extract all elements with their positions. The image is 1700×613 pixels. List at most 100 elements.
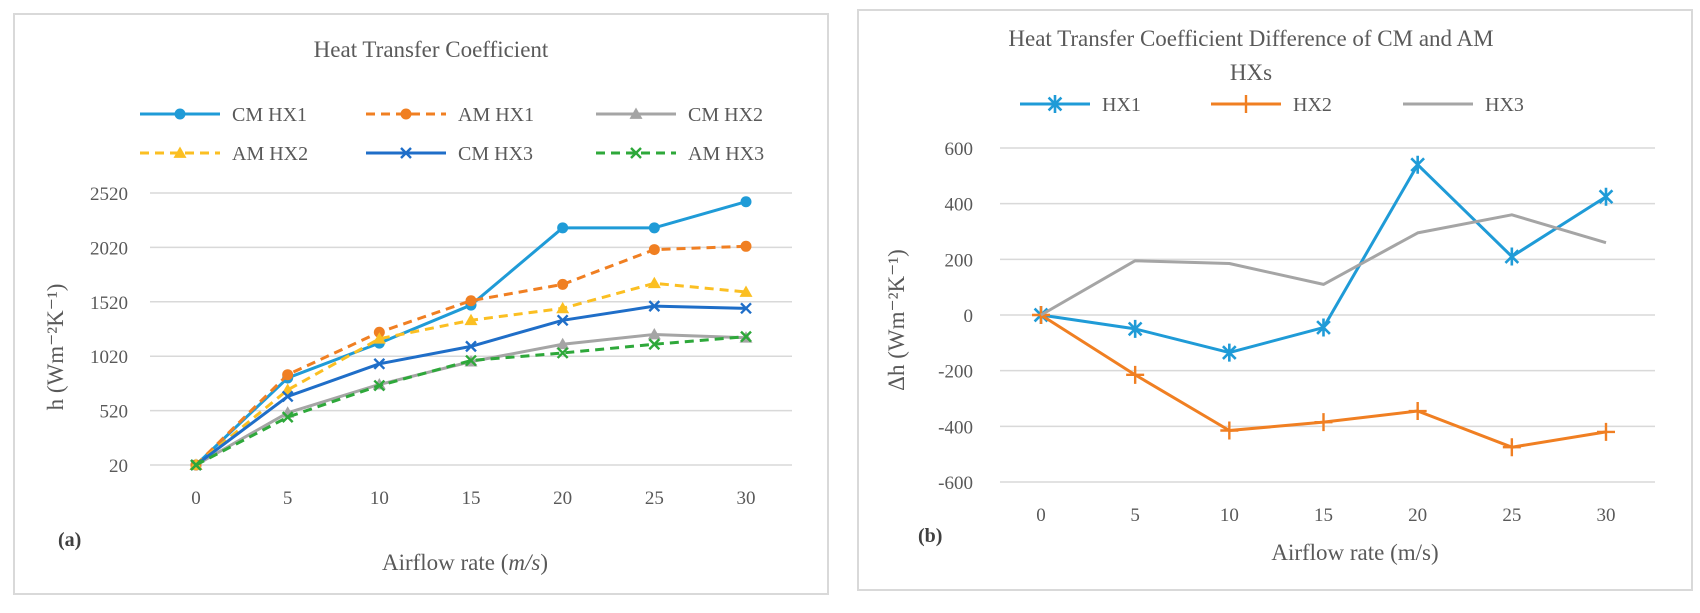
- chart-b-legend-marker: [1237, 95, 1255, 113]
- chart-a-data-point: [739, 285, 753, 297]
- chart-b-data-point: [1597, 422, 1615, 441]
- chart-b-legend-marker: [1047, 95, 1063, 113]
- chart-a-data-point: [281, 390, 294, 403]
- chart-a-legend-item: CM HX3: [366, 143, 533, 165]
- chart-b-ytick-label: 0: [964, 306, 974, 327]
- chart-b-ytick-label: -600: [938, 473, 973, 494]
- chart-b-legend-label: HX1: [1102, 94, 1141, 116]
- chart-b-series-hx1: [1033, 155, 1614, 362]
- chart-b-xtick-label: 30: [1597, 505, 1616, 526]
- panel-b-frame: [857, 9, 1693, 591]
- chart-a-data-point: [648, 222, 660, 234]
- chart-a-data-point: [556, 347, 569, 359]
- chart-a-data-point: [556, 337, 570, 350]
- chart-a-legend-item: AM HX3: [596, 143, 764, 165]
- panel-b-label: (b): [918, 525, 942, 547]
- chart-b-data-point: [1127, 319, 1143, 338]
- chart-b-series-line: [1040, 213, 1607, 317]
- chart-a-xtick-label: 20: [553, 488, 572, 509]
- chart-a-ytick-label: 2020: [90, 238, 128, 259]
- chart-a-data-point: [648, 338, 661, 351]
- chart-a-legend-label: AM HX3: [688, 143, 764, 165]
- chart-b-xtick-label: 20: [1408, 505, 1427, 526]
- chart-b-legend-item: HX2: [1211, 94, 1332, 116]
- chart-a-xtick-label: 5: [283, 488, 293, 509]
- chart-a-legend-label: CM HX1: [232, 104, 307, 126]
- chart-a-legend-label: AM HX2: [232, 143, 308, 165]
- chart-a-data-point: [557, 278, 569, 290]
- chart-b-data-point: [1314, 413, 1333, 432]
- chart-a-series-am-hx3: [190, 330, 752, 471]
- chart-a-legend-label: AM HX1: [458, 104, 534, 126]
- chart-a-data-point: [464, 313, 478, 326]
- chart-b-legend-item: HX3: [1403, 94, 1524, 116]
- chart-b-xtick-label: 25: [1502, 505, 1521, 526]
- chart-b-legend-label: HX3: [1485, 94, 1524, 116]
- chart-a-data-point: [648, 244, 660, 256]
- chart-a-data-point: [647, 327, 661, 340]
- chart-b-series-hx3: [1040, 213, 1607, 317]
- chart-a-data-point: [556, 314, 569, 327]
- chart-a-legend-item: CM HX2: [596, 104, 763, 126]
- chart-b-ytick-label: -200: [938, 362, 973, 383]
- chart-b-data-point: [1220, 421, 1239, 440]
- chart-a-legend-item: AM HX2: [140, 143, 308, 165]
- chart-b-xtick-label: 0: [1036, 505, 1046, 526]
- chart-a-legend-marker: [630, 147, 642, 159]
- chart-a-data-point: [372, 332, 386, 344]
- chart-b-data-point: [1316, 318, 1331, 337]
- chart-a-xlabel: Airflow rate (m/s): [382, 550, 548, 575]
- chart-a-ytick-label: 1020: [90, 347, 128, 368]
- chart-a-xtick-label: 0: [191, 488, 201, 509]
- chart-a-xtick-label: 15: [462, 488, 481, 509]
- chart-a-data-point: [282, 369, 294, 381]
- panel-a-frame: [13, 13, 829, 595]
- chart-b-data-point: [1502, 438, 1521, 457]
- chart-a-data-point: [740, 302, 752, 315]
- chart-a-legend-marker: [400, 147, 412, 159]
- chart-b-xtick-label: 10: [1220, 505, 1239, 526]
- chart-a-data-point: [465, 295, 477, 307]
- chart-a-legend-item: AM HX1: [366, 104, 534, 126]
- chart-a-xlabel-unit: m/s: [508, 550, 540, 575]
- chart-a-ytick-label: 520: [100, 402, 129, 423]
- chart-a-data-point: [740, 330, 752, 343]
- chart-b-data-point: [1598, 187, 1614, 206]
- chart-b-title-line2: HXs: [1230, 60, 1272, 85]
- chart-a-ylabel: h (Wm⁻²K⁻¹): [43, 284, 68, 411]
- chart-b-title-line1: Heat Transfer Coefficient Difference of …: [1008, 26, 1493, 51]
- chart-a-data-point: [373, 379, 386, 392]
- chart-b-ytick-label: 200: [945, 250, 974, 271]
- chart-b-legend-item: HX1: [1020, 94, 1141, 116]
- chart-a-legend-item: CM HX1: [140, 104, 307, 126]
- chart-b-data-point: [1408, 402, 1427, 421]
- chart-a-data-point: [190, 459, 202, 471]
- chart-b-ytick-label: 400: [945, 195, 974, 216]
- chart-a-series-am-hx1: [190, 240, 752, 471]
- chart-b-data-point: [1222, 343, 1237, 362]
- chart-a-ytick-label: 2520: [90, 184, 128, 205]
- chart-b-ytick-label: -400: [938, 417, 973, 438]
- chart-a-legend-marker: [400, 108, 412, 120]
- chart-b-plot: -600 -400 -200 0 200 400 600 0 5 10 15 20 25 30 HX1 HX2…: [938, 94, 1655, 526]
- chart-b-data-point: [1410, 155, 1425, 174]
- chart-a-legend-marker: [174, 108, 186, 120]
- chart-a-ytick-label: 1520: [90, 293, 128, 314]
- chart-a-data-point: [373, 326, 385, 338]
- chart-a-title: Heat Transfer Coefficient: [314, 37, 549, 62]
- chart-b-ylabel: Δh (Wm⁻²K⁻¹): [884, 249, 909, 391]
- chart-a-legend-marker: [629, 107, 643, 119]
- chart-a-xlabel-suffix: ): [540, 550, 548, 575]
- chart-a-xtick-label: 10: [370, 488, 389, 509]
- chart-a-data-point: [281, 411, 294, 423]
- chart-a-data-point: [740, 240, 752, 252]
- chart-a-data-point: [647, 276, 661, 289]
- chart-b-legend-label: HX2: [1293, 94, 1332, 116]
- chart-a-xlabel-prefix: Airflow rate (: [382, 550, 508, 575]
- chart-a-xtick-label: 30: [737, 488, 756, 509]
- chart-b-xlabel: Airflow rate (m/s): [1271, 540, 1438, 565]
- chart-b-data-point: [1126, 365, 1145, 384]
- chart-b-ytick-label: 600: [945, 139, 974, 160]
